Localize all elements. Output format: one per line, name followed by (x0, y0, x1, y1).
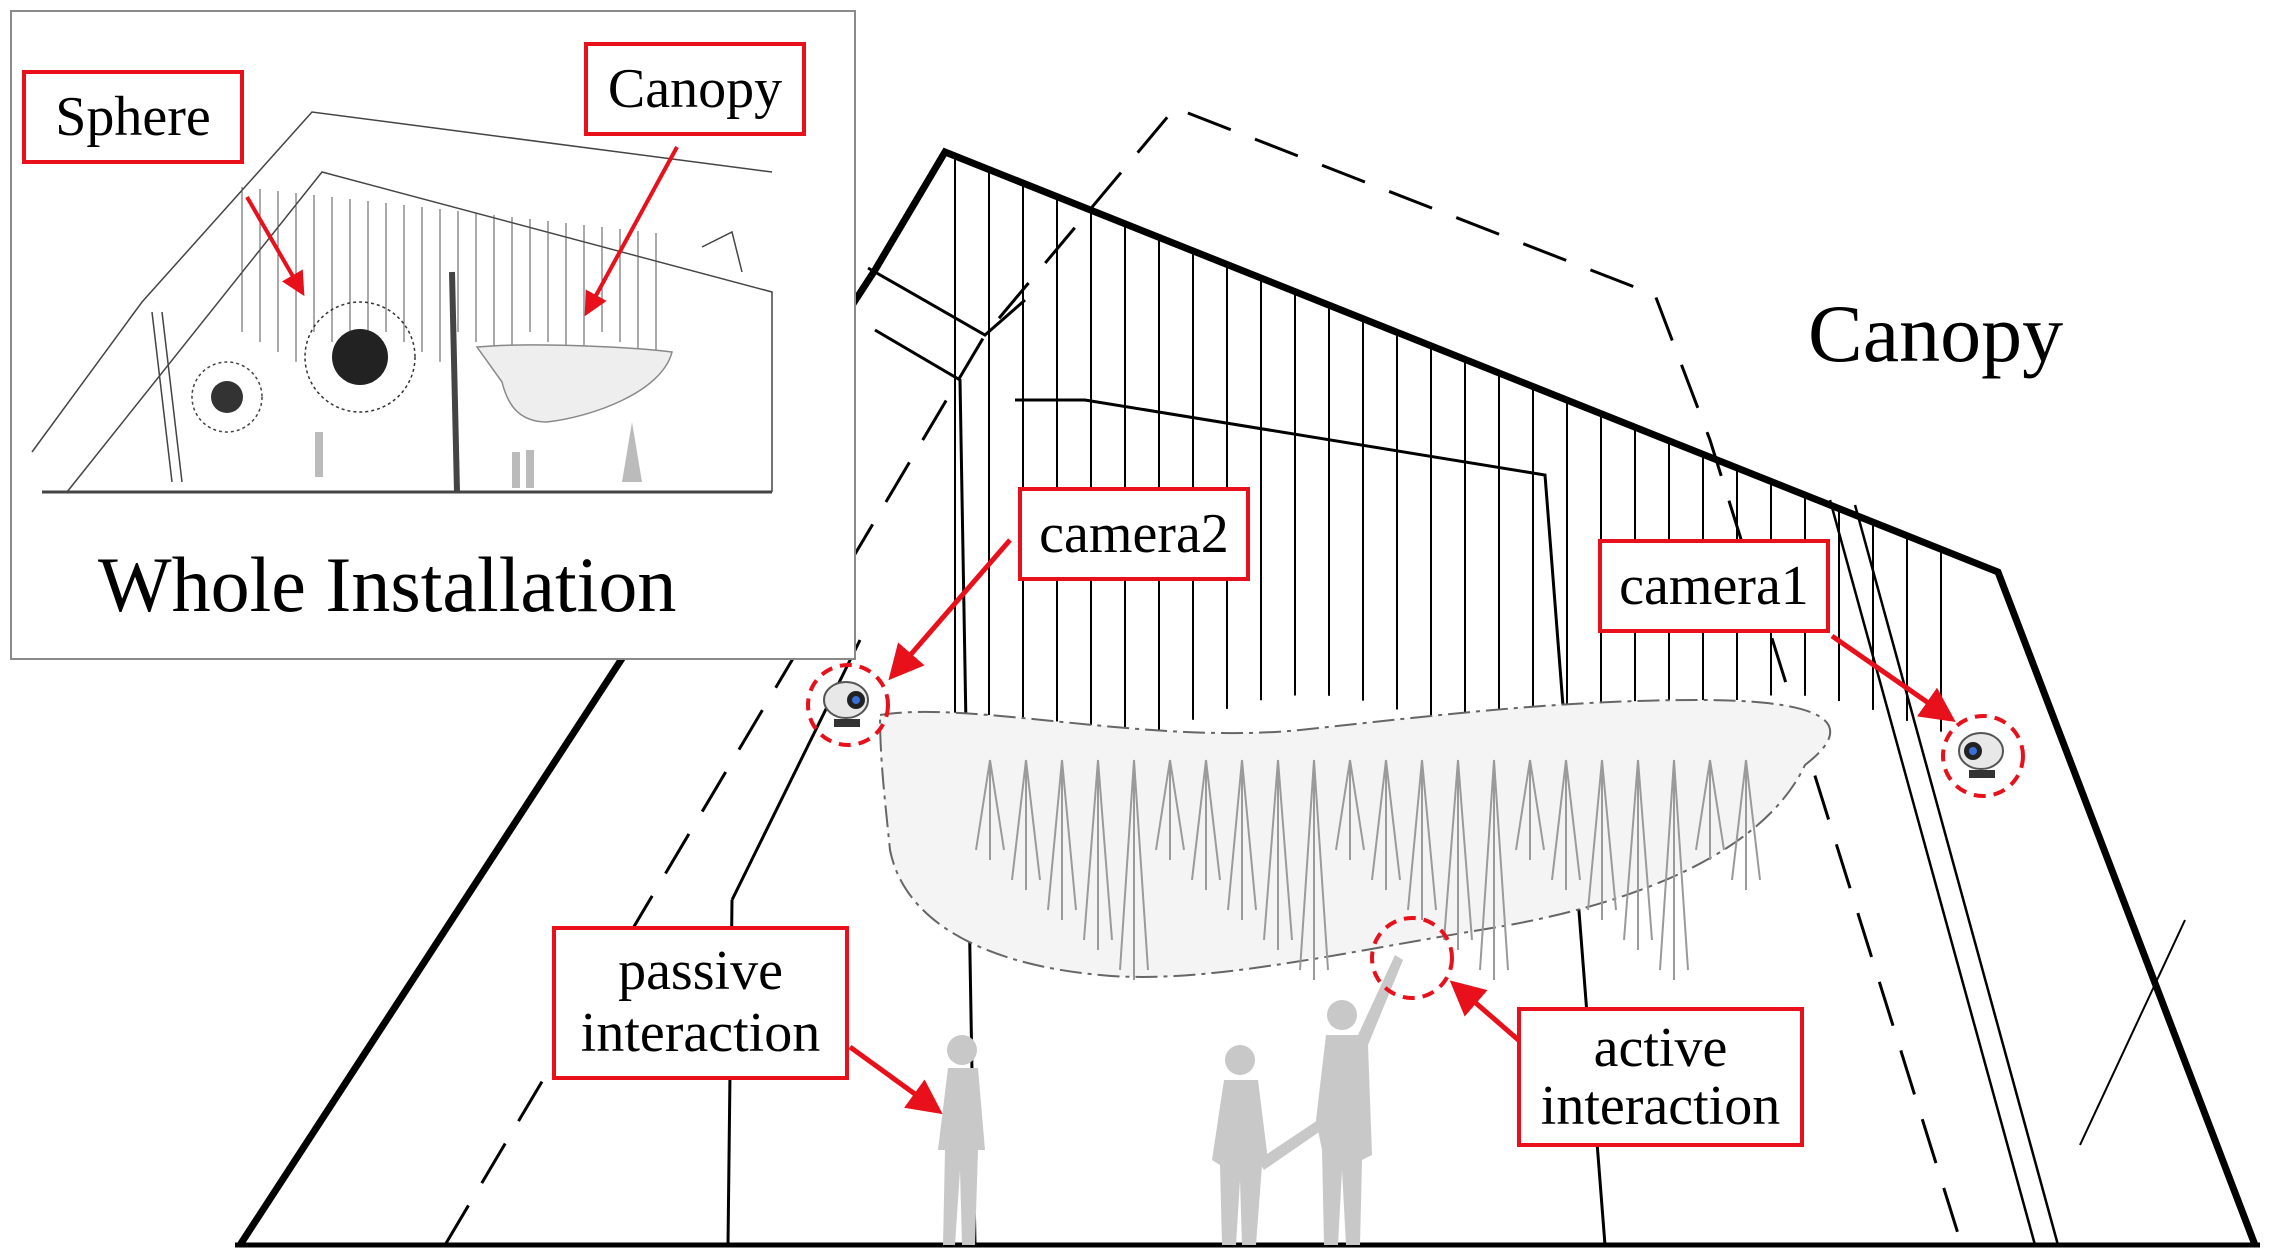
canopy-frond (1083, 759, 1113, 950)
canopy-frond (1299, 759, 1329, 980)
canopy-frond (1119, 759, 1149, 980)
camera1-label: camera1 (1598, 539, 1830, 633)
canopy-frond (975, 759, 1005, 860)
canopy-frond (1443, 759, 1473, 950)
canopy-frond (1263, 759, 1293, 950)
canopy-frond (1371, 759, 1401, 890)
webcam-icon (806, 663, 890, 747)
passive-label-line1: passive (618, 940, 783, 1002)
inset-title: Whole Installation (98, 541, 677, 628)
canopy-frond (1623, 759, 1653, 950)
canopy-inset-label: Canopy (584, 42, 806, 136)
canopy-frond (1515, 759, 1545, 860)
canopy-title: Canopy (1808, 288, 2064, 379)
canopy-frond (1407, 759, 1437, 920)
camera2-label: camera2 (1018, 487, 1250, 581)
canopy-sculpture (878, 698, 1832, 980)
canopy-frond (1587, 759, 1617, 920)
suspension-cables (954, 155, 1942, 745)
canopy-frond (1695, 759, 1725, 860)
inset-drawing (31, 111, 773, 494)
canopy-frond (1659, 759, 1689, 980)
sphere-sculpture (191, 301, 416, 433)
canopy-frond (1731, 759, 1761, 890)
active-label-line2: interaction (1540, 1075, 1781, 1137)
active-label-line1: active (1593, 1017, 1728, 1079)
inset-canopy-sculpture (475, 344, 673, 423)
active-interaction-marker (1370, 916, 1454, 1000)
person-silhouette-icon (1212, 955, 1403, 1245)
canopy-frond (1011, 759, 1041, 890)
passive-interaction-label: passive interaction (552, 926, 849, 1080)
canopy-frond (1227, 759, 1257, 920)
canopy-frond (1047, 759, 1077, 920)
passive-label-line2: interaction (580, 1002, 821, 1064)
active-interaction-label: active interaction (1517, 1007, 1804, 1147)
canopy-frond (1335, 759, 1365, 860)
person-silhouette-icon (938, 1035, 985, 1245)
sphere-label: Sphere (22, 70, 244, 164)
whole-installation-inset: Sphere Canopy Whole Installation (10, 10, 856, 660)
canopy-frond (1479, 759, 1509, 980)
webcam-icon (1941, 714, 2025, 798)
canopy-frond (1191, 759, 1221, 890)
canopy-frond (1551, 759, 1581, 890)
canopy-frond (1155, 759, 1185, 860)
